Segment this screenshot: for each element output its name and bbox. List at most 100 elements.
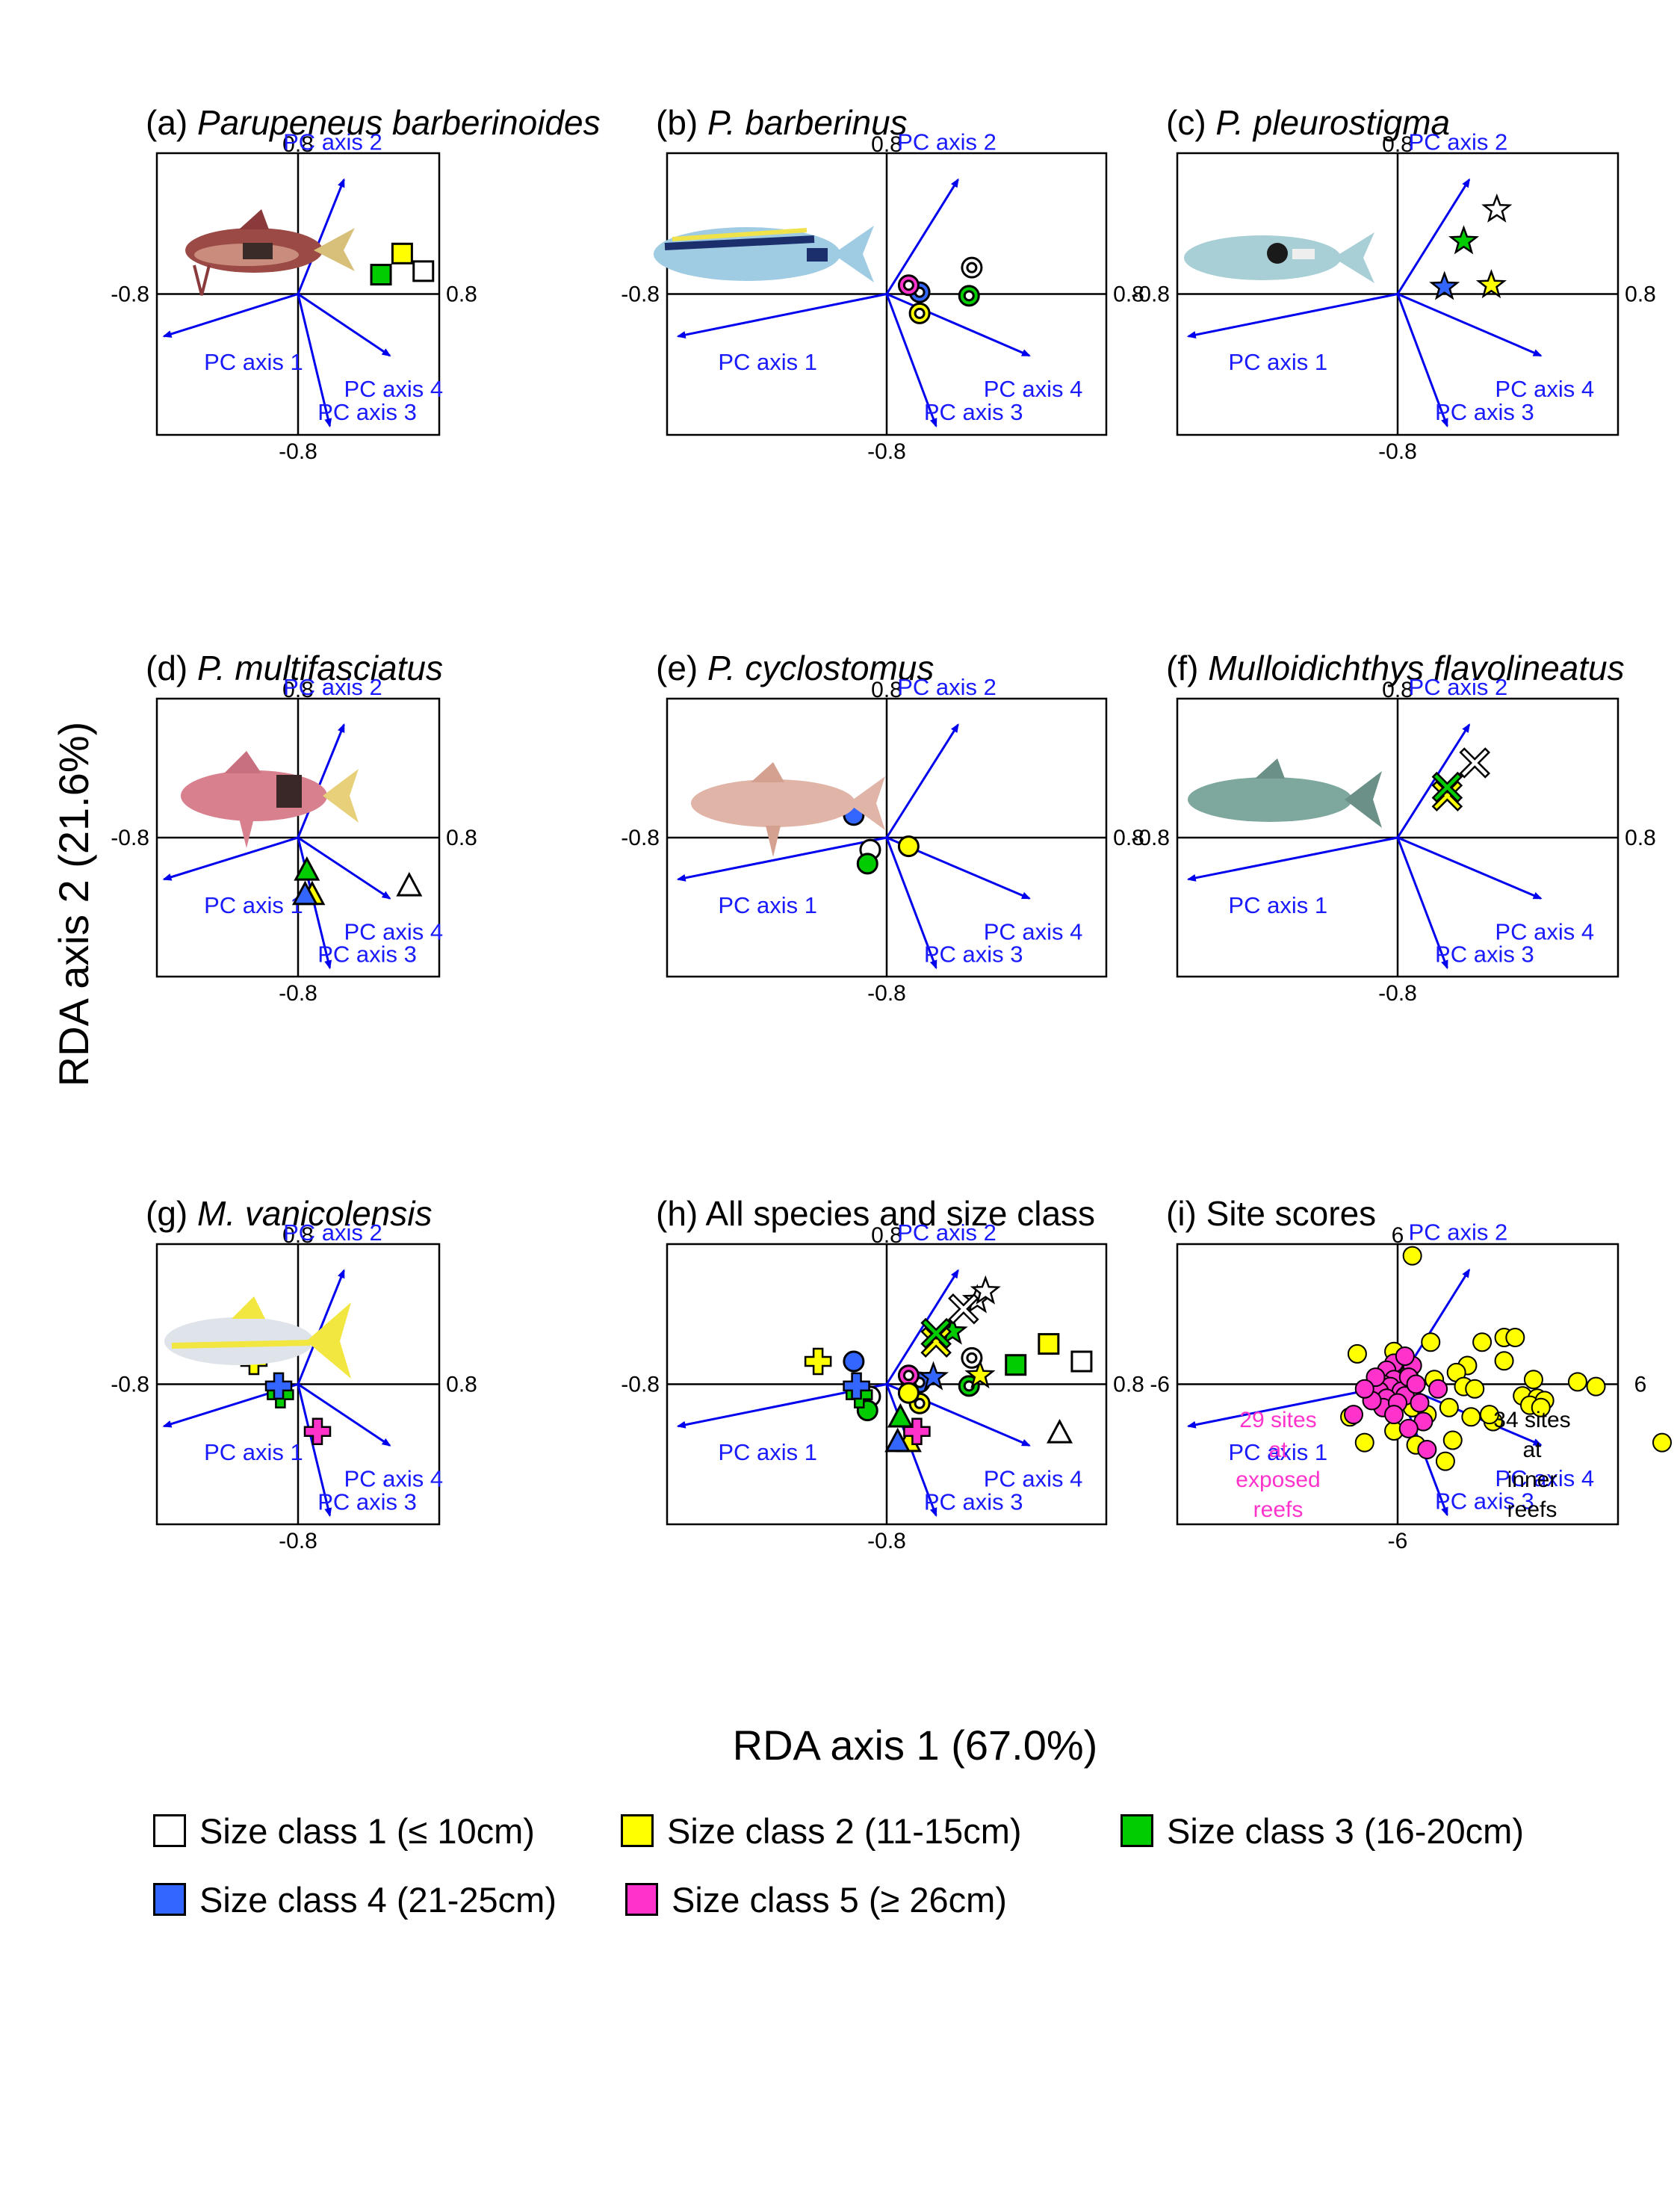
panel-a-title-text: Parupeneus barberinoides [197,103,601,142]
panel-h-point-1 [1038,1333,1060,1355]
fish-image-d [181,751,359,848]
panel-f-vector-2 [1396,723,1471,838]
fish-image-a [185,209,355,296]
panel-c-title-prefix: (c) [1166,103,1215,142]
panel-h-point-20 [843,1350,865,1373]
panel-a-vector-label-2: PC axis 2 [283,129,382,155]
panel-g-title: (g) M. vanicolensis [146,1194,432,1233]
panel-g-vector-2 [297,1269,345,1385]
panel-b-tick-xmax: 0.8 [1113,282,1144,307]
panel-d-vector-label-2: PC axis 2 [283,674,382,700]
panel-a-vector-1 [162,293,299,338]
panel-d-vector-label-1: PC axis 1 [204,892,303,918]
panel-g-tick-xmin: -0.8 [111,1373,149,1397]
panel-h-point-9 [970,1275,1001,1305]
panel-i-title-text: (i) Site scores [1166,1194,1376,1233]
panel-h-point-12 [917,1361,949,1391]
legend-label-size-2: Size class 2 (11-15cm) [667,1810,1022,1851]
panel-i-site-23 [1479,1405,1499,1425]
panel-b-vector-1 [676,293,887,338]
panel-h-point-27 [903,1417,931,1446]
panel-c-point-3 [1429,270,1460,300]
panel-i-site-55 [1366,1367,1386,1388]
figure-ylabel: RDA axis 2 (21.6%) [50,722,97,1087]
panels-group: (a) Parupeneus barberinoides -0.8 0.8 0.8 -0… [111,103,1672,1553]
panel-h-point-24 [804,1347,832,1376]
panel-f-tick-ymax: 0.8 [1382,678,1413,702]
panel-g-point-2 [264,1372,293,1400]
panel-c-vector-1 [1186,293,1398,338]
panel-c-tick-xmax: 0.8 [1625,282,1656,307]
panel-d-vector-4 [297,836,391,900]
panel-c-vector-label-2: PC axis 2 [1409,129,1508,155]
panel-g-vector-label-2: PC axis 2 [283,1219,382,1246]
panel-f-vector-label-3: PC axis 3 [1435,941,1534,967]
panel-i-vector-label-3: PC axis 3 [1435,1488,1534,1515]
panel-h-title-text: (h) All species and size class [656,1194,1095,1233]
panel-i-site-0 [1402,1246,1422,1266]
panel-h-title: (h) All species and size class [656,1194,1095,1233]
panel-h-tick-ymax: 0.8 [871,1223,902,1248]
panel-h-tick-xmin: -0.8 [621,1373,660,1397]
legend-item-size-3: Size class 3 (16-20cm) [1120,1808,1524,1853]
panel-g-vector-4 [297,1383,391,1447]
panel-d-title-text: P. multifasciatus [197,649,443,687]
panel-i-annotation-0-line-1: at [1268,1438,1288,1462]
panel-e-title-text: P. cyclostomus [707,649,934,687]
panel-f: (f) Mulloidichthys flavolineatus -0.8 0.8 0… [1131,649,1656,1006]
legend-item-size-1: Size class 1 (≤ 10cm) [153,1808,535,1853]
panel-b-vector-3 [885,293,937,428]
panel-i-tick-xmin: -6 [1150,1373,1170,1397]
panel-i-site-4 [1586,1376,1606,1397]
panel-i-annotation-0-line-0: 29 sites [1239,1408,1316,1432]
panel-c-title-text: P. pleurostigma [1215,103,1450,142]
panel-a-vector-2 [297,178,345,295]
panel-f-tick-xmin: -0.8 [1131,826,1170,850]
panel-e-tick-xmin: -0.8 [621,826,660,850]
panel-f-tick-xmax: 0.8 [1625,826,1656,850]
panel-b-tick-ymin: -0.8 [867,439,906,464]
panel-e-vector-label-4: PC axis 4 [984,918,1083,944]
fish-image-b [654,226,874,282]
panel-i-site-19 [1531,1397,1551,1417]
panel-i-annotation-1-line-2: inner [1507,1468,1557,1492]
panel-b-vector-4 [886,293,1031,357]
panel-c-vector-3 [1396,293,1448,428]
panel-i-site-33 [1652,1432,1672,1453]
panel-b-vector-label-4: PC axis 4 [984,376,1083,402]
panel-i-site-9 [1421,1332,1441,1352]
panel-g-tick-xmax: 0.8 [446,1373,477,1397]
panel-i-site-20 [1439,1397,1459,1417]
panel-i-annotation-1-line-1: at [1522,1438,1542,1462]
panel-a-point-1 [391,242,413,265]
panel-b-vector-label-3: PC axis 3 [924,399,1023,425]
panel-g-vector-label-4: PC axis 4 [344,1466,444,1492]
panel-a-vector-label-3: PC axis 3 [317,399,417,425]
fish-image-e [691,762,885,857]
panel-i-title: (i) Site scores [1166,1194,1376,1233]
panel-i-site-53 [1398,1418,1419,1438]
panel-h-vector-label-3: PC axis 3 [924,1488,1023,1515]
panel-a-tick-ymax: 0.8 [282,132,314,157]
panel-i-site-3 [1567,1372,1587,1392]
panel-c-point-0 [1481,193,1513,223]
panel-a-title: (a) Parupeneus barberinoides [146,103,601,142]
panel-f-vector-4 [1397,836,1543,900]
panel-a-title-prefix: (a) [146,103,197,142]
fish-image-g [164,1296,351,1379]
panel-f-vector-3 [1396,837,1448,970]
panel-i-annotation-0-line-3: reefs [1253,1497,1304,1522]
panel-d-vector-label-3: PC axis 3 [317,941,417,967]
panel-g-title-text: M. vanicolensis [197,1194,432,1233]
panel-a-vector-label-1: PC axis 1 [204,349,303,375]
panel-d-title: (d) P. multifasciatus [146,649,443,687]
panel-f-title-text: Mulloidichthys flavolineatus [1208,649,1624,687]
panel-f-vector-label-4: PC axis 4 [1495,918,1594,944]
figure-xlabel: RDA axis 1 (67.0%) [733,1722,1098,1769]
panel-e-vector-label-2: PC axis 2 [897,674,996,700]
panel-e: (e) P. cyclostomus -0.8 0.8 0.8 -0.8 PC axis … [621,649,1144,1006]
panel-c-tick-ymax: 0.8 [1382,132,1413,157]
panel-e-title: (e) P. cyclostomus [656,649,934,687]
panel-h-vector-label-4: PC axis 4 [984,1466,1083,1492]
